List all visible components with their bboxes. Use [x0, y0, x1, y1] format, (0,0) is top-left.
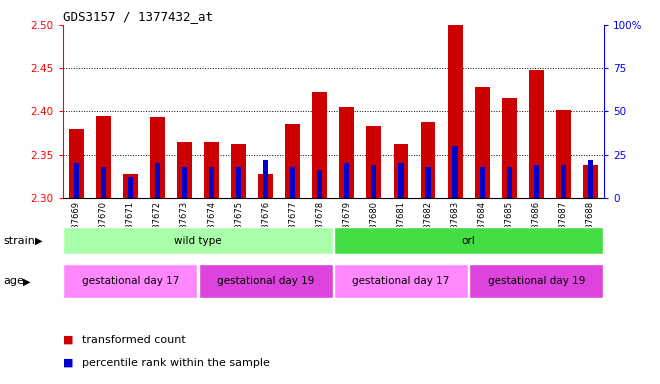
Bar [426, 167, 430, 198]
Bar [182, 167, 187, 198]
Bar [150, 116, 165, 198]
Bar [339, 107, 354, 198]
Text: GDS3157 / 1377432_at: GDS3157 / 1377432_at [63, 10, 213, 23]
Bar [69, 129, 84, 198]
Bar [74, 163, 79, 198]
Bar [334, 227, 603, 255]
Bar [96, 116, 111, 198]
Text: age: age [3, 276, 24, 286]
Text: ▶: ▶ [35, 236, 42, 246]
Bar [469, 264, 603, 298]
Bar [529, 70, 544, 198]
Bar [420, 122, 436, 198]
Bar [285, 124, 300, 198]
Bar [480, 167, 484, 198]
Bar [204, 142, 219, 198]
Bar [507, 167, 512, 198]
Bar [101, 167, 106, 198]
Text: orl: orl [462, 236, 475, 246]
Bar [534, 165, 539, 198]
Bar [63, 227, 333, 255]
Bar [317, 170, 322, 198]
Bar [128, 177, 133, 198]
Bar [399, 163, 403, 198]
Bar [502, 98, 517, 198]
Bar [123, 174, 138, 198]
Bar [231, 144, 246, 198]
Bar [556, 109, 571, 198]
Text: gestational day 19: gestational day 19 [488, 276, 585, 286]
Bar [345, 163, 349, 198]
Text: gestational day 19: gestational day 19 [217, 276, 314, 286]
Bar [561, 165, 566, 198]
Bar [366, 126, 381, 198]
Text: ■: ■ [63, 358, 73, 368]
Bar [393, 144, 409, 198]
Bar [447, 25, 463, 198]
Bar [588, 160, 593, 198]
Text: ▶: ▶ [23, 276, 30, 286]
Bar [63, 264, 197, 298]
Text: percentile rank within the sample: percentile rank within the sample [82, 358, 271, 368]
Bar [209, 167, 214, 198]
Bar [453, 146, 457, 198]
Bar [263, 160, 268, 198]
Bar [475, 87, 490, 198]
Bar [334, 264, 468, 298]
Bar [583, 165, 598, 198]
Bar [312, 92, 327, 198]
Bar [290, 167, 295, 198]
Bar [372, 165, 376, 198]
Text: gestational day 17: gestational day 17 [82, 276, 179, 286]
Bar [258, 174, 273, 198]
Text: transformed count: transformed count [82, 335, 186, 345]
Bar [155, 163, 160, 198]
Text: ■: ■ [63, 335, 73, 345]
Bar [236, 167, 241, 198]
Text: strain: strain [3, 236, 35, 246]
Text: wild type: wild type [174, 236, 222, 246]
Bar [199, 264, 333, 298]
Bar [177, 142, 192, 198]
Text: gestational day 17: gestational day 17 [352, 276, 449, 286]
